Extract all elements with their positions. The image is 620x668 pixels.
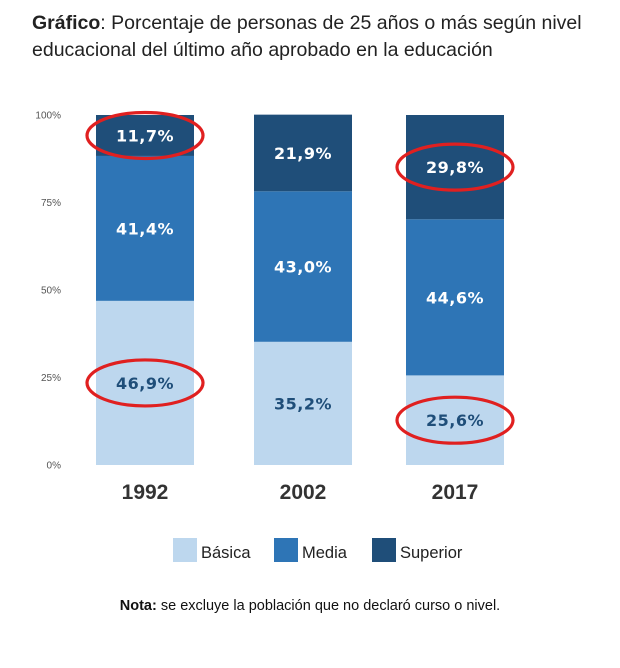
bar-basica-1992 [96, 300, 194, 465]
legend-swatch-superior [372, 538, 396, 562]
legend-swatch-basica [173, 538, 197, 562]
data-label: 46,9% [116, 374, 174, 393]
data-label: 35,2% [274, 394, 332, 413]
bar-superior-2002 [254, 114, 352, 192]
bar-superior-2017 [406, 115, 504, 220]
category-label: 1992 [122, 481, 169, 504]
bar-media-1992 [96, 155, 194, 301]
data-label: 43,0% [274, 258, 332, 277]
highlight-circle [85, 110, 205, 161]
legend-label-superior: Superior [400, 544, 463, 562]
data-label: 29,8% [426, 158, 484, 177]
footnote: Nota: se excluye la población que no dec… [0, 598, 620, 614]
title-text: : Porcentaje de personas de 25 años o má… [32, 12, 582, 61]
legend-swatch-media [274, 538, 298, 562]
data-label: 41,4% [116, 219, 174, 238]
y-tick-label: 50% [41, 286, 61, 297]
data-label: 21,9% [274, 144, 332, 163]
category-label: 2002 [280, 481, 327, 504]
bar-media-2002 [254, 191, 352, 342]
bar-basica-2017 [406, 375, 504, 465]
highlight-circle [395, 142, 515, 192]
category-label: 2017 [432, 481, 479, 504]
data-label: 25,6% [426, 411, 484, 430]
bar-media-2017 [406, 219, 504, 376]
legend-label-media: Media [302, 544, 348, 562]
y-tick-label: 100% [35, 111, 61, 122]
bar-basica-2002 [254, 341, 352, 465]
data-label: 44,6% [426, 288, 484, 307]
highlight-circle [85, 358, 205, 408]
y-tick-label: 25% [41, 373, 61, 384]
data-label: 11,7% [116, 126, 174, 145]
bar-superior-1992 [96, 115, 194, 156]
chart-title: Gráfico: Porcentaje de personas de 25 añ… [32, 10, 602, 64]
title-bold: Gráfico [32, 12, 101, 34]
highlight-circle [395, 395, 515, 445]
footnote-bold: Nota: [119, 598, 157, 614]
y-tick-label: 75% [41, 198, 61, 209]
legend-label-basica: Básica [201, 544, 251, 562]
footnote-text: se excluye la población que no declaró c… [156, 598, 501, 614]
stacked-bar-chart: 0% 25% 50% 75% 100% 46,9% 41,4% 11,7% 1992 35,2% 4… [35, 110, 515, 562]
y-tick-label: 0% [47, 461, 62, 472]
